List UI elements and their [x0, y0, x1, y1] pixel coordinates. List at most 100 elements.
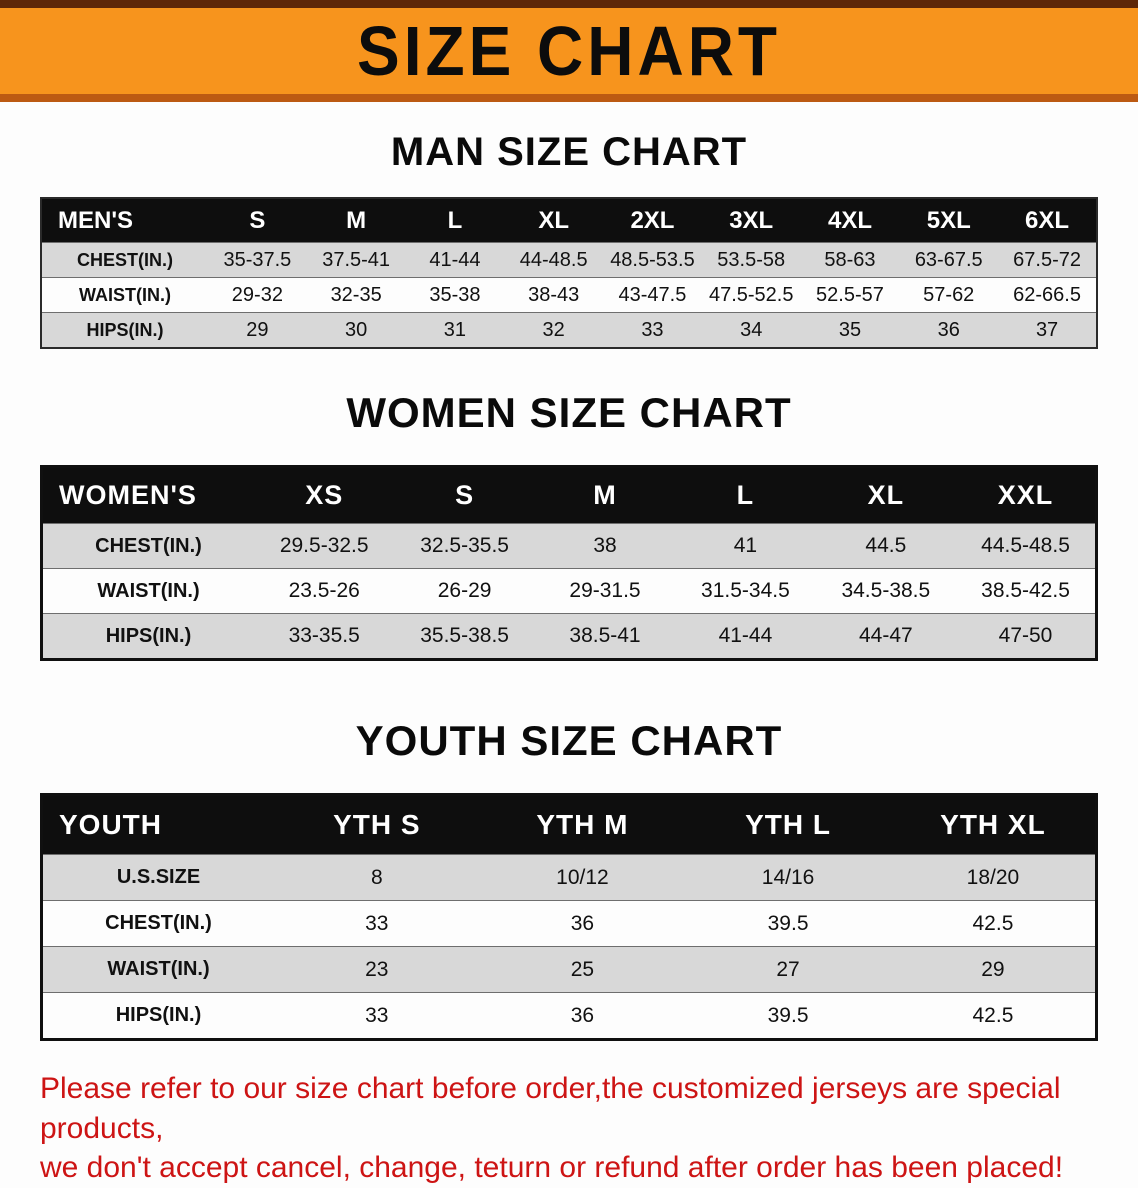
value-cell: 33-35.5 [254, 613, 395, 660]
value-cell: 36 [479, 992, 686, 1040]
value-cell: 29 [208, 312, 307, 348]
row-label-cell: CHEST(IN.) [41, 900, 274, 947]
value-cell: 42.5 [890, 992, 1097, 1040]
value-cell: 32-35 [306, 277, 406, 313]
size-column-header: YTH S [333, 809, 421, 840]
women-section: WOMEN SIZE CHART WOMEN'S XS S M L XL XXL CHEST(… [0, 389, 1138, 661]
value-cell: 52.5-57 [800, 277, 900, 313]
size-column-header: 5XL [926, 206, 971, 234]
size-column-header: L [736, 480, 755, 510]
size-column-header: 4XL [827, 206, 872, 234]
row-label-cell: WAIST(IN.) [41, 568, 254, 614]
value-cell: 42.5 [890, 900, 1097, 947]
value-cell: 41-44 [405, 242, 505, 278]
value-cell: 10/12 [479, 854, 686, 901]
value-cell: 35-37.5 [208, 242, 307, 278]
size-column-header: YTH M [536, 809, 629, 840]
value-cell: 41 [675, 523, 816, 569]
value-cell: 36 [899, 312, 999, 348]
table-row: WAIST(IN.) 29-32 32-35 35-38 38-43 43-47.5 47.… [41, 277, 1097, 313]
value-cell: 39.5 [685, 992, 891, 1040]
men-section-heading: MAN SIZE CHART [390, 130, 748, 174]
men-size-table: MEN'S S M L XL 2XL 3XL 4XL 5XL 6XL CHEST(IN.) 35-37… [40, 197, 1098, 349]
size-column-header: XS [305, 480, 344, 510]
women-size-table: WOMEN'S XS S M L XL XXL CHEST(IN.) 29.5-32.5 32.5… [40, 465, 1098, 661]
women-section-heading: WOMEN SIZE CHART [346, 389, 792, 436]
value-cell: 38 [534, 523, 676, 569]
size-column-header: YTH XL [940, 809, 1046, 840]
disclaimer-line-2: we don't accept cancel, change, teturn o… [40, 1151, 1064, 1185]
value-cell: 14/16 [685, 854, 891, 901]
value-cell: 44.5 [815, 523, 957, 569]
value-cell: 38.5-41 [534, 613, 676, 660]
value-cell: 31.5-34.5 [675, 568, 816, 614]
value-cell: 25 [479, 946, 686, 993]
value-cell: 32 [504, 312, 604, 348]
size-column-header: 6XL [1025, 206, 1070, 234]
value-cell: 58-63 [800, 242, 900, 278]
row-label-cell: HIPS(IN.) [41, 992, 274, 1040]
value-cell: 23 [274, 946, 480, 993]
table-header-row: WOMEN'S XS S M L XL XXL [41, 466, 1097, 524]
value-cell: 35 [800, 312, 900, 348]
youth-section-heading: YOUTH SIZE CHART [355, 717, 783, 764]
value-cell: 44-47 [815, 613, 957, 660]
value-cell: 27 [685, 946, 891, 993]
table-row: CHEST(IN.) 29.5-32.5 32.5-35.5 38 41 44.5 44.5… [41, 523, 1097, 569]
table-title-cell: MEN'S [58, 206, 134, 234]
banner-title: SIZE CHART [357, 12, 781, 90]
value-cell: 48.5-53.5 [603, 242, 702, 278]
value-cell: 33 [274, 992, 480, 1040]
value-cell: 23.5-26 [254, 568, 395, 614]
value-cell: 34.5-38.5 [815, 568, 957, 614]
value-cell: 47.5-52.5 [701, 277, 801, 313]
value-cell: 41-44 [675, 613, 816, 660]
disclaimer-note: Please refer to our size chart before or… [40, 1069, 1098, 1188]
size-column-header: XL [867, 480, 905, 510]
size-column-header: M [593, 480, 617, 510]
value-cell: 8 [274, 854, 480, 901]
size-column-header: L [447, 206, 463, 234]
value-cell: 53.5-58 [701, 242, 801, 278]
value-cell: 67.5-72 [998, 242, 1097, 278]
value-cell: 37 [998, 312, 1097, 348]
value-cell: 31 [405, 312, 505, 348]
value-cell: 39.5 [685, 900, 891, 947]
table-row: U.S.SIZE 8 10/12 14/16 18/20 [41, 854, 1097, 901]
row-label-cell: HIPS(IN.) [41, 613, 254, 660]
value-cell: 34 [701, 312, 801, 348]
value-cell: 38.5-42.5 [956, 568, 1097, 614]
table-row: WAIST(IN.) 23.5-26 26-29 29-31.5 31.5-34.5 34… [41, 568, 1097, 614]
value-cell: 18/20 [890, 854, 1097, 901]
table-title-cell: YOUTH [59, 809, 162, 840]
value-cell: 63-67.5 [899, 242, 999, 278]
row-label-cell: WAIST(IN.) [41, 946, 274, 993]
row-label-cell: WAIST(IN.) [41, 277, 208, 313]
table-row: HIPS(IN.) 33 36 39.5 42.5 [41, 992, 1097, 1040]
value-cell: 32.5-35.5 [394, 523, 535, 569]
size-column-header: 2XL [630, 206, 675, 234]
value-cell: 33 [274, 900, 480, 947]
size-chart-banner: SIZE CHART [0, 0, 1138, 102]
youth-size-table: YOUTH YTH S YTH M YTH L YTH XL U.S.SIZE 8 10/12… [40, 793, 1098, 1041]
row-label-cell: HIPS(IN.) [41, 312, 208, 348]
men-section: MAN SIZE CHART MEN'S S M L XL 2XL 3XL 4XL 5XL 6XL… [0, 130, 1138, 349]
value-cell: 47-50 [956, 613, 1097, 660]
table-row: CHEST(IN.) 35-37.5 37.5-41 41-44 44-48.5 48.5… [41, 242, 1097, 278]
value-cell: 29-31.5 [534, 568, 676, 614]
value-cell: 35-38 [405, 277, 505, 313]
table-row: HIPS(IN.) 29 30 31 32 33 34 35 36 37 [41, 312, 1097, 348]
value-cell: 44-48.5 [504, 242, 604, 278]
size-column-header: S [455, 480, 475, 510]
row-label-cell: CHEST(IN.) [41, 242, 208, 278]
table-title-cell: WOMEN'S [59, 480, 197, 510]
value-cell: 57-62 [899, 277, 999, 313]
value-cell: 30 [306, 312, 406, 348]
row-label-cell: U.S.SIZE [41, 854, 274, 901]
size-column-header: S [249, 206, 266, 234]
size-column-header: 3XL [729, 206, 774, 234]
value-cell: 29 [890, 946, 1097, 993]
value-cell: 33 [603, 312, 702, 348]
disclaimer-line-1: Please refer to our size chart before or… [40, 1072, 1061, 1145]
value-cell: 36 [479, 900, 686, 947]
